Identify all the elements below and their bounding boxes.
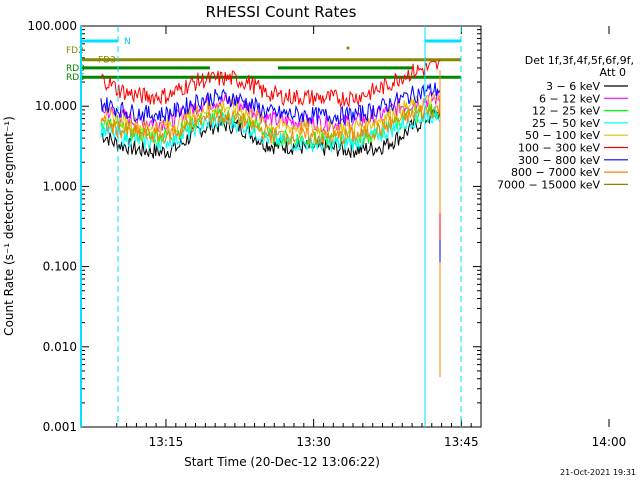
flag-label-n: N (124, 37, 131, 47)
y-tick-label: 0.010 (43, 340, 77, 354)
status-bar-label-rd3: RD3 (66, 64, 85, 74)
legend-header-1: Det 1f,3f,4f,5f,6f,9f, (525, 54, 634, 67)
y-tick-label: 1.000 (43, 179, 77, 193)
x-tick-label: 13:45 (444, 435, 479, 449)
legend-label: 6 − 12 keV (539, 92, 600, 105)
status-bar-label-fd3: FD3 (98, 56, 116, 66)
series-line-300-800-keV (100, 82, 441, 126)
legend-label: 100 − 300 keV (518, 142, 600, 155)
series-line-800-7000-keV (100, 102, 441, 146)
y-tick-label: 0.001 (43, 420, 77, 434)
legend-label: 50 − 100 keV (525, 129, 600, 142)
legend-label: 300 − 800 keV (518, 154, 600, 167)
status-bar-label-fd2: FD2 (66, 46, 84, 56)
legend-label: 3 − 6 keV (546, 80, 600, 93)
status-bar-label-rd5: RD5 (66, 73, 85, 83)
x-axis-label: Start Time (20-Dec-12 13:06:22) (184, 455, 380, 469)
y-axis-label: Count Rate (s⁻¹ detector segment⁻¹) (2, 116, 16, 336)
legend-label: 25 − 50 keV (532, 117, 600, 130)
y-tick-label: 10.000 (35, 99, 77, 113)
orbit-flags: N (80, 26, 462, 427)
legend-header-2: Att 0 (600, 66, 626, 79)
y-tick-label: 0.100 (43, 260, 77, 274)
series-line-50-100-keV (100, 93, 441, 139)
x-tick-label: 14:00 (592, 435, 627, 449)
series-lines (100, 59, 441, 159)
x-tick-label: 13:15 (149, 435, 184, 449)
fd-dot (346, 46, 350, 50)
y-tick-label: 100.000 (27, 19, 77, 33)
chart-title: RHESSI Count Rates (206, 3, 357, 21)
legend-label: 800 − 7000 keV (511, 166, 600, 179)
legend-label: 7000 − 15000 keV (497, 178, 600, 191)
legend-label: 12 − 25 keV (532, 105, 600, 118)
series-line-6-12-keV (100, 89, 441, 133)
plot-frame (80, 25, 482, 428)
y-axis-ticks: 0.001 0.010 0.100 1.000 10.000 100.000 (27, 19, 481, 434)
series-line-3-6-keV (100, 108, 441, 159)
render-timestamp: 21-Oct-2021 19:31 (560, 468, 636, 477)
series-line-100-300-keV (100, 59, 441, 109)
x-tick-label: 13:30 (296, 435, 331, 449)
